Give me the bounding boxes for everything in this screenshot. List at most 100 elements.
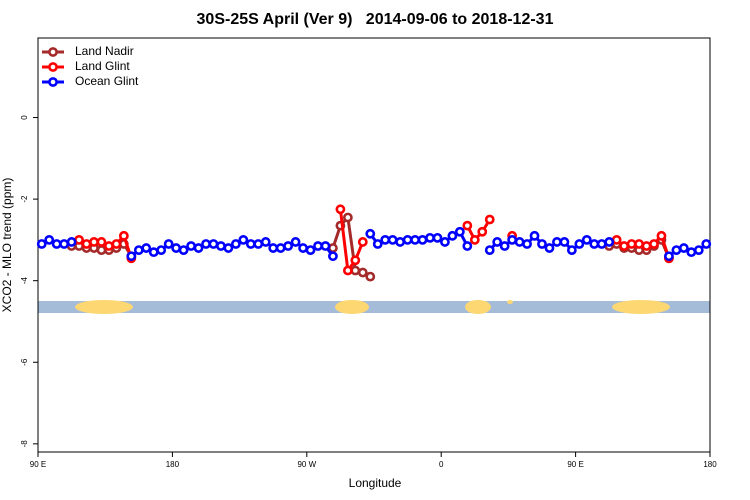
point bbox=[462, 220, 473, 231]
point bbox=[51, 239, 62, 249]
point bbox=[163, 239, 174, 249]
point bbox=[133, 245, 144, 255]
point bbox=[649, 239, 659, 249]
point bbox=[357, 267, 368, 278]
point bbox=[440, 237, 450, 247]
point bbox=[678, 243, 689, 253]
point bbox=[477, 226, 488, 237]
legend-label: Ocean Glint bbox=[75, 74, 139, 88]
point bbox=[469, 235, 480, 245]
point bbox=[245, 239, 256, 249]
point bbox=[81, 239, 92, 249]
point bbox=[454, 226, 465, 237]
point bbox=[566, 245, 577, 255]
x-tick-label: 180 bbox=[703, 460, 717, 469]
point bbox=[238, 235, 249, 245]
point bbox=[507, 235, 518, 245]
x-tick-label: 90 E bbox=[30, 460, 46, 469]
point bbox=[574, 239, 585, 249]
legend-marker bbox=[48, 62, 58, 72]
point bbox=[156, 245, 167, 255]
point bbox=[357, 237, 368, 247]
point bbox=[268, 243, 279, 253]
legend-marker bbox=[48, 47, 58, 57]
point bbox=[96, 245, 107, 255]
point bbox=[417, 235, 428, 245]
point bbox=[365, 228, 376, 239]
point bbox=[253, 239, 264, 249]
ocean-band bbox=[38, 301, 710, 313]
point bbox=[410, 235, 420, 245]
legend-marker bbox=[48, 77, 58, 87]
point bbox=[104, 241, 114, 251]
point bbox=[537, 239, 547, 249]
legend-label: Land Nadir bbox=[75, 44, 134, 58]
point bbox=[425, 232, 435, 243]
point bbox=[201, 239, 211, 249]
point bbox=[522, 239, 532, 249]
point bbox=[656, 230, 667, 241]
point bbox=[432, 232, 443, 243]
point bbox=[305, 245, 316, 255]
point bbox=[365, 271, 376, 282]
point bbox=[59, 239, 70, 249]
point bbox=[559, 237, 570, 247]
point bbox=[641, 241, 652, 251]
point bbox=[350, 265, 361, 276]
x-tick-label: 90 W bbox=[297, 460, 316, 469]
point bbox=[44, 235, 55, 245]
point bbox=[89, 237, 99, 247]
point bbox=[552, 237, 562, 247]
point bbox=[298, 243, 308, 253]
point bbox=[36, 239, 47, 249]
point bbox=[611, 235, 622, 245]
x-tick-label: 0 bbox=[439, 460, 444, 469]
point bbox=[275, 243, 286, 253]
y-tick-label: -8 bbox=[20, 440, 29, 448]
point bbox=[260, 237, 271, 247]
land-band bbox=[507, 300, 513, 304]
point bbox=[342, 212, 353, 223]
point bbox=[328, 251, 338, 262]
point bbox=[693, 245, 704, 255]
y-tick-label: 0 bbox=[20, 115, 29, 120]
y-axis-label: XCO2 - MLO trend (ppm) bbox=[0, 178, 14, 313]
point bbox=[484, 245, 495, 255]
point bbox=[581, 235, 592, 245]
x-axis-label: Longitude bbox=[349, 476, 402, 490]
point bbox=[290, 237, 301, 247]
x-tick-label: 90 E bbox=[567, 460, 583, 469]
point bbox=[484, 214, 495, 225]
point bbox=[126, 251, 137, 262]
point bbox=[634, 239, 644, 249]
y-tick-label: -2 bbox=[20, 195, 29, 203]
point bbox=[208, 239, 219, 249]
point bbox=[626, 239, 637, 249]
point bbox=[529, 230, 540, 241]
point bbox=[589, 239, 600, 249]
point bbox=[395, 237, 406, 247]
chart-title: 30S-25S April (Ver 9) 2014-09-06 to 2018… bbox=[197, 11, 554, 28]
y-tick-label: -6 bbox=[20, 358, 29, 366]
legend-entry: Land Nadir bbox=[42, 44, 134, 58]
point bbox=[402, 235, 413, 245]
point bbox=[372, 239, 383, 249]
point bbox=[66, 237, 77, 247]
point bbox=[118, 230, 129, 241]
legend-entry: Ocean Glint bbox=[42, 74, 139, 88]
point bbox=[492, 237, 503, 247]
land-band bbox=[335, 300, 369, 314]
point bbox=[223, 243, 234, 253]
point bbox=[619, 241, 630, 251]
point bbox=[141, 243, 152, 253]
point bbox=[701, 239, 712, 249]
x-tick-label: 180 bbox=[166, 460, 180, 469]
point bbox=[148, 247, 159, 258]
point bbox=[230, 239, 241, 249]
point bbox=[74, 235, 84, 245]
point bbox=[186, 241, 196, 251]
point bbox=[313, 241, 323, 251]
point bbox=[387, 235, 398, 245]
point bbox=[514, 237, 525, 247]
